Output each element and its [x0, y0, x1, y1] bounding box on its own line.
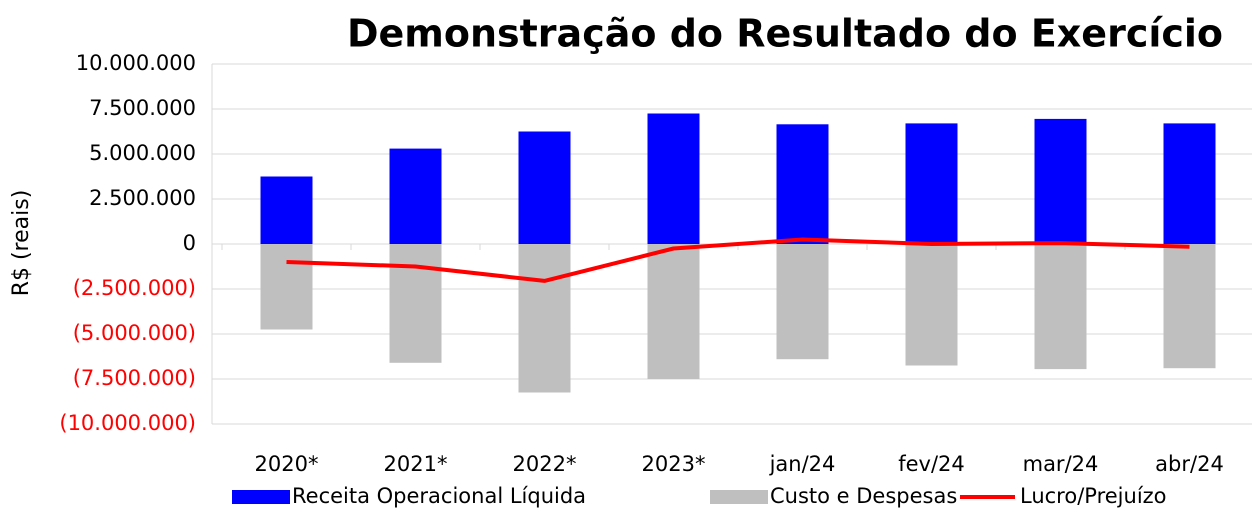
bar [647, 113, 700, 244]
bar [389, 148, 442, 244]
y-tick-label: 7.500.000 [89, 96, 196, 120]
y-tick-label: (7.500.000) [73, 366, 196, 390]
bar [905, 123, 958, 244]
bar [1034, 244, 1087, 370]
chart-title: Demonstração do Resultado do Exercício [347, 12, 1223, 56]
bar [1163, 244, 1216, 369]
legend-label: Custo e Despesas [770, 484, 957, 508]
legend-label: Lucro/Prejuízo [1020, 484, 1167, 508]
x-tick-label: mar/24 [1023, 452, 1099, 476]
y-tick-label: (5.000.000) [73, 321, 196, 345]
x-tick-label: 2023* [642, 452, 706, 476]
x-tick-label: 2021* [384, 452, 448, 476]
bar [1034, 118, 1087, 244]
y-tick-label: 0 [183, 231, 196, 255]
bar [260, 176, 313, 244]
line [286, 237, 1190, 283]
y-tick-label: (10.000.000) [59, 411, 196, 435]
bar [776, 124, 829, 244]
x-tick-label: abr/24 [1155, 452, 1224, 476]
x-tick-label: jan/24 [769, 452, 836, 476]
legend-swatch [232, 490, 290, 504]
bar [518, 244, 571, 393]
bar [518, 131, 571, 244]
y-tick-label: (2.500.000) [73, 276, 196, 300]
x-tick-label: fev/24 [898, 452, 965, 476]
bar [905, 244, 958, 366]
legend-swatch [710, 490, 768, 504]
y-tick-label: 5.000.000 [89, 141, 196, 165]
bar [776, 244, 829, 360]
y-tick-label: 2.500.000 [89, 186, 196, 210]
x-tick-label: 2022* [513, 452, 577, 476]
x-tick-label: 2020* [255, 452, 319, 476]
bar [389, 244, 442, 363]
y-axis-label: R$ (reais) [9, 190, 34, 297]
legend-label: Receita Operacional Líquida [292, 484, 586, 508]
bar [1163, 123, 1216, 244]
bar [647, 244, 700, 379]
bar [260, 244, 313, 330]
y-tick-label: 10.000.000 [76, 51, 196, 75]
